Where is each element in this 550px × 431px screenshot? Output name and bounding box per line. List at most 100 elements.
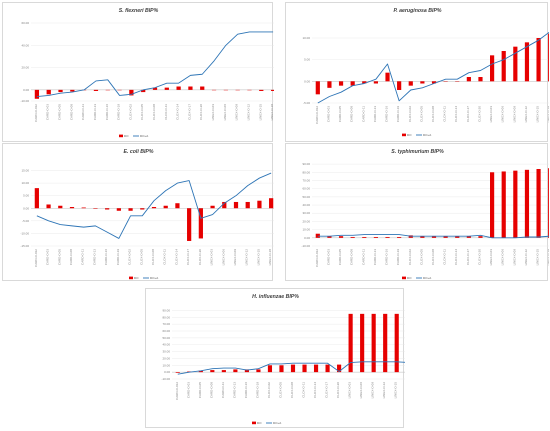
bar-do xyxy=(455,236,460,238)
bar-do xyxy=(338,81,344,86)
x-tick-label: LINEX-O-03 xyxy=(489,249,493,266)
bar-do xyxy=(394,313,399,373)
bar-do xyxy=(70,89,75,92)
bar-do xyxy=(290,364,296,373)
y-tick-label: -10.00 xyxy=(20,99,29,103)
x-tick-label: CARD-O-13 xyxy=(373,249,377,266)
y-tick-label: 70.00 xyxy=(162,322,170,326)
x-tick-label: LINEX-O-06 xyxy=(501,249,505,266)
bar-do xyxy=(116,208,121,211)
x-tick-label: CARD-O-08 xyxy=(350,106,354,123)
legend-swatch-do xyxy=(252,421,256,425)
x-tick-label: LINEX-O-15 xyxy=(536,249,540,266)
y-tick-label: 40.00 xyxy=(21,43,29,47)
x-tick-label: CLOX-O-17 xyxy=(466,106,470,122)
x-tick-label: CARD-O-19 xyxy=(396,249,400,266)
x-tick-label: LINEX-O-18 xyxy=(268,249,272,266)
bar-do xyxy=(175,203,180,209)
legend-label-do-a: DO+A xyxy=(423,276,431,280)
chart-panel-s-flexneri: S. flexneri BIP% 60.00 40.00 20.00 0.00 -10.0… xyxy=(2,2,274,142)
x-tick-label: CLOX-O-17 xyxy=(187,104,191,120)
bar-do xyxy=(478,77,483,82)
bar-do xyxy=(69,207,75,209)
y-tick-label: 10.00 xyxy=(302,228,310,232)
legend-swatch-do xyxy=(402,133,406,137)
bar-do xyxy=(350,81,355,86)
bar-do xyxy=(129,89,134,96)
y-tick-label: 5.00 xyxy=(304,58,310,62)
x-tick-label: CLOX-O-08 xyxy=(151,249,155,265)
bar-do xyxy=(325,364,330,373)
y-tick-label: -10.00 xyxy=(20,231,29,235)
x-tick-label: CARD-O-05 xyxy=(57,249,61,266)
chart-svg-e-coli: E. coli BIP% 15.00 10.00 5.00 0.00 -5.00 -10.0… xyxy=(20,149,274,280)
bar-do xyxy=(338,236,344,238)
bar-do xyxy=(524,42,530,82)
x-tick-label: CARD-O-11 xyxy=(361,106,365,122)
bar-do xyxy=(93,208,98,209)
x-tick-label: CARD-O-13 xyxy=(373,106,377,123)
x-tick-label: CARD-O-03 xyxy=(46,249,50,266)
bar-do xyxy=(397,236,402,238)
bar-do xyxy=(152,87,158,90)
bar-do xyxy=(490,172,495,238)
x-tick-label: CARD-O-11 xyxy=(81,104,85,120)
x-tick-label: LINEX-O-03 xyxy=(210,249,214,266)
bar-do xyxy=(548,168,549,238)
chart-title: S. flexneri BIP% xyxy=(119,8,159,14)
bar-do xyxy=(371,313,376,373)
bar-do xyxy=(34,89,40,99)
x-tick-label: CLOX-O-02 xyxy=(408,106,412,122)
x-tick-label: CLOX-O-02 xyxy=(267,382,271,398)
y-tick-label: 0.00 xyxy=(23,206,29,210)
x-tick-label: LINEX-O-06 xyxy=(221,249,225,266)
chart-panel-s-typhimurium: S. typhimurium BIP% 90.00 80.00 70.00 60.00 5… xyxy=(285,143,549,281)
x-tick-label: LINEX-O-12 xyxy=(524,249,528,266)
x-tick-label: CARD-O-03 xyxy=(186,382,190,399)
bar-do xyxy=(58,89,63,93)
x-tick-label: CARD-O-16 xyxy=(244,382,248,399)
x-tick-label: LINEX-O-15 xyxy=(256,249,260,266)
x-tick-label: CLOX-O-14 xyxy=(454,249,458,265)
bar-do xyxy=(269,198,274,209)
y-tick-label: 15.00 xyxy=(21,169,29,173)
y-tick-label: 40.00 xyxy=(162,343,170,347)
chart-title: E. coli BIP% xyxy=(124,149,154,155)
legend-label-do: DO xyxy=(124,134,129,138)
bar-do xyxy=(233,201,239,209)
bar-do xyxy=(466,236,471,238)
bar-do xyxy=(513,46,518,82)
bar-do xyxy=(151,207,157,209)
bar-do xyxy=(198,208,203,239)
bar-do xyxy=(420,236,425,238)
bar-do xyxy=(210,205,215,209)
bar-do xyxy=(501,171,506,238)
x-tick-label: CLOX-O-20 xyxy=(199,104,203,120)
y-tick-label: 20.00 xyxy=(21,66,29,70)
x-tick-label: CLOX-O-11 xyxy=(164,104,168,120)
y-tick-label: 20.00 xyxy=(302,219,310,223)
x-tick-label: CARD-O-08 xyxy=(350,249,354,266)
x-tick-label: CLOX-O-20 xyxy=(477,249,481,265)
bar-do xyxy=(244,369,249,373)
x-tick-label: CARD-O-13 xyxy=(93,104,97,121)
x-tick-label: CARD-O-03 xyxy=(326,249,330,266)
x-tick-label: CARD-O-05 xyxy=(198,382,202,399)
x-tick-label: CARD-O-13 xyxy=(92,249,96,266)
legend-swatch-do xyxy=(119,134,123,138)
x-tick-label: LINEX-O-09 xyxy=(512,106,516,123)
bar-do xyxy=(187,208,192,241)
x-tick-label: LINEX-O-15 xyxy=(394,382,398,399)
bar-do xyxy=(93,89,99,91)
bar-do xyxy=(279,365,284,373)
bar-do xyxy=(267,365,273,373)
legend-label-do: DO xyxy=(407,276,412,280)
bar-do xyxy=(536,38,541,82)
x-tick-label: CARD-O-05 xyxy=(58,104,62,121)
legend-label-do-a: DO+A xyxy=(273,421,281,425)
bar-do xyxy=(383,313,388,373)
chart-panel-h-influenzae: H. influenzae BIP% 90.00 80.00 70.00 60.00 50… xyxy=(145,288,405,428)
bar-do xyxy=(362,236,367,238)
x-tick-label: CLOX-O-02 xyxy=(408,249,412,265)
bar-do xyxy=(337,364,342,373)
